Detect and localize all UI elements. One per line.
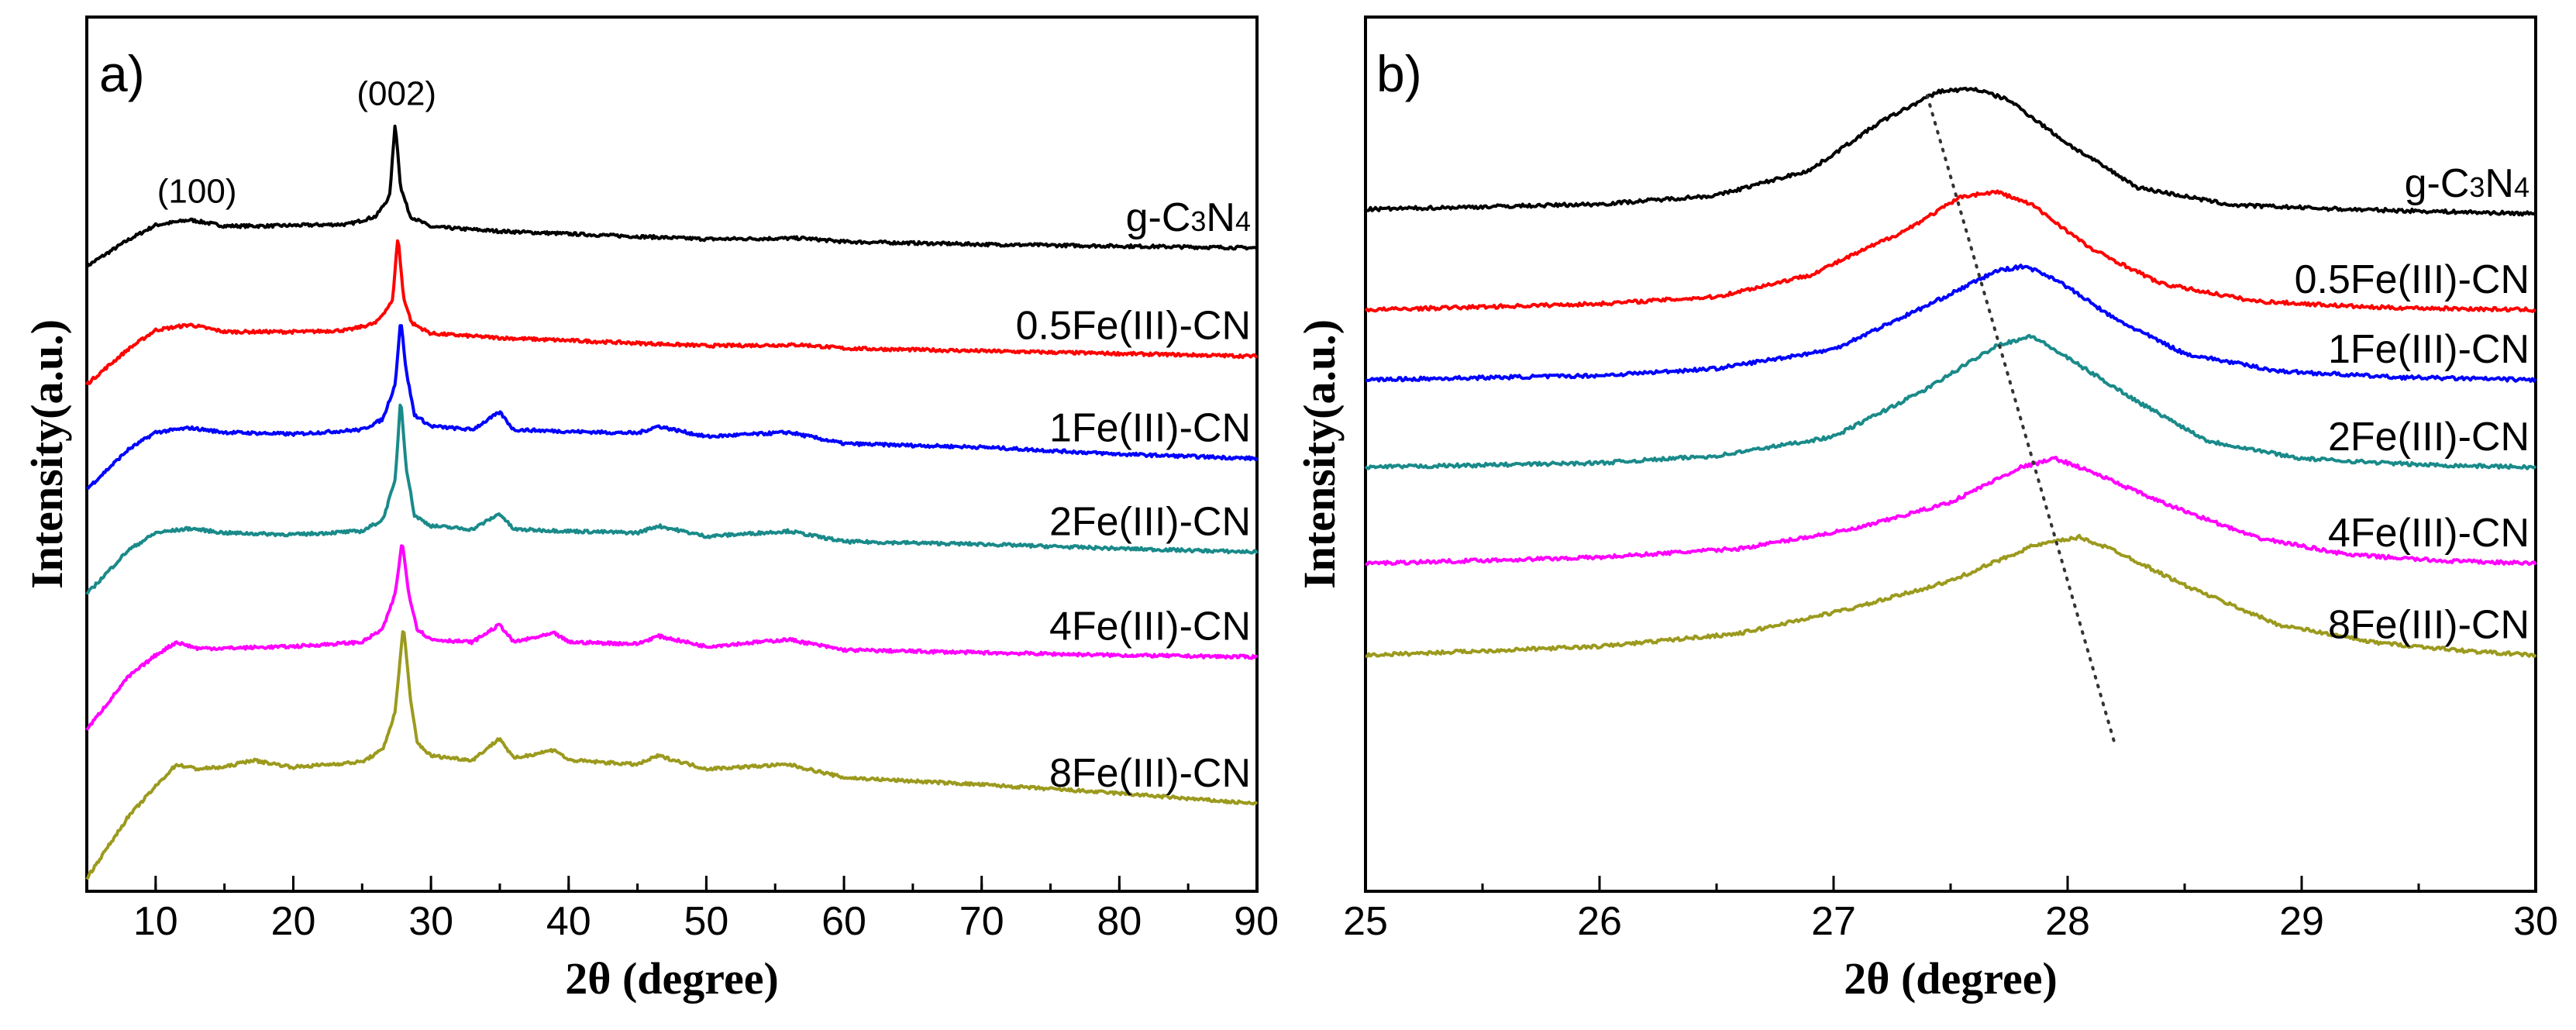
series-label-subscript: 4 [2514, 171, 2530, 203]
series-label-4: 2Fe(III)-CN [1049, 499, 1251, 544]
panel-b-y-axis-title: Intensity(a.u.) [1294, 319, 1345, 589]
x-tick-label: 28 [2045, 899, 2090, 944]
series-label-5: 4Fe(III)-CN [1049, 605, 1251, 649]
x-tick-label: 20 [271, 899, 316, 944]
x-tick-label: 40 [546, 899, 591, 944]
panel-a-series-labels: g-C3N4 0.5Fe(III)-CN 1Fe(III)-CN 2Fe(III)-C… [1016, 195, 1251, 796]
series-line-3 [1365, 264, 2537, 383]
series-label-part: N [1206, 195, 1235, 240]
x-tick-label: 80 [1097, 899, 1142, 944]
panel-b-plot-area [1364, 16, 2537, 893]
series-label-subscript: 3 [2469, 171, 2485, 203]
panel-a-x-ticks: 10 20 30 40 50 60 70 80 90 [85, 876, 1279, 944]
panel-b-series-labels: g-C3N4 0.5Fe(III)-CN 1Fe(III)-CN 2Fe(III)-C… [2295, 161, 2530, 648]
peak-label: (100) [157, 172, 237, 210]
series-line-3 [86, 324, 1259, 491]
series-label-subscript: 4 [1235, 205, 1251, 237]
series-label-3: 1Fe(III)-CN [1049, 406, 1251, 451]
panel-a-series-group [85, 124, 1259, 880]
series-label-6: 8Fe(III)-CN [1049, 751, 1251, 796]
series-label-6: 8Fe(III)-CN [2328, 602, 2530, 647]
panel-a-label: a) [99, 45, 145, 102]
x-tick-label: 25 [1343, 899, 1388, 944]
series-label-2: 0.5Fe(III)-CN [2295, 257, 2530, 302]
panel-a: a) 10 20 30 40 50 60 70 80 90 2θ (degree) Intens… [22, 16, 1279, 1004]
series-line-5 [1364, 456, 2537, 567]
series-line-1 [85, 124, 1258, 269]
series-label-part: g-C [1126, 195, 1191, 240]
panel-b-guide [1925, 94, 2116, 745]
x-tick-label: 30 [2513, 899, 2558, 944]
series-label-5: 4Fe(III)-CN [2328, 511, 2530, 556]
series-label-1: g-C3N4 [2405, 161, 2530, 206]
series-label-2: 0.5Fe(III)-CN [1016, 304, 1251, 349]
series-line-6 [1365, 533, 2537, 659]
panel-a-peak-labels: (100) (002) [157, 74, 436, 210]
series-line-4 [1364, 333, 2537, 470]
x-tick-label: 70 [959, 899, 1004, 944]
x-tick-label: 50 [684, 899, 728, 944]
x-tick-label: 60 [821, 899, 866, 944]
panel-b: b) 25 26 27 28 29 30 2θ (degree) Intensity(a.… [1294, 16, 2558, 1004]
x-tick-label: 27 [1811, 899, 1856, 944]
series-label-3: 1Fe(III)-CN [2328, 327, 2530, 372]
series-label-part: N [2485, 161, 2514, 206]
series-line-1 [1365, 86, 2537, 217]
panel-b-label: b) [1376, 45, 1422, 102]
x-tick-label: 10 [133, 899, 178, 944]
series-line-5 [85, 544, 1259, 732]
panel-b-x-ticks: 25 26 27 28 29 30 [1343, 876, 2558, 944]
peak-shift-guide-line [1925, 94, 2116, 745]
series-label-1: g-C3N4 [1126, 195, 1251, 240]
panel-a-x-axis-title: 2θ (degree) [565, 953, 779, 1004]
x-tick-label: 90 [1234, 899, 1279, 944]
panel-b-series-group [1364, 86, 2537, 659]
series-label-4: 2Fe(III)-CN [2328, 415, 2530, 460]
panel-a-y-axis-title: Intensity(a.u.) [22, 319, 72, 589]
x-tick-label: 26 [1577, 899, 1622, 944]
series-label-part: g-C [2405, 161, 2470, 206]
peak-label: (002) [356, 74, 436, 112]
panel-b-x-axis-title: 2θ (degree) [1844, 953, 2058, 1004]
series-line-6 [85, 630, 1259, 880]
x-tick-label: 29 [2279, 899, 2324, 944]
series-line-4 [85, 403, 1259, 595]
x-tick-label: 30 [408, 899, 453, 944]
series-line-2 [85, 239, 1259, 386]
series-label-subscript: 3 [1190, 205, 1206, 237]
series-line-2 [1364, 189, 2536, 313]
